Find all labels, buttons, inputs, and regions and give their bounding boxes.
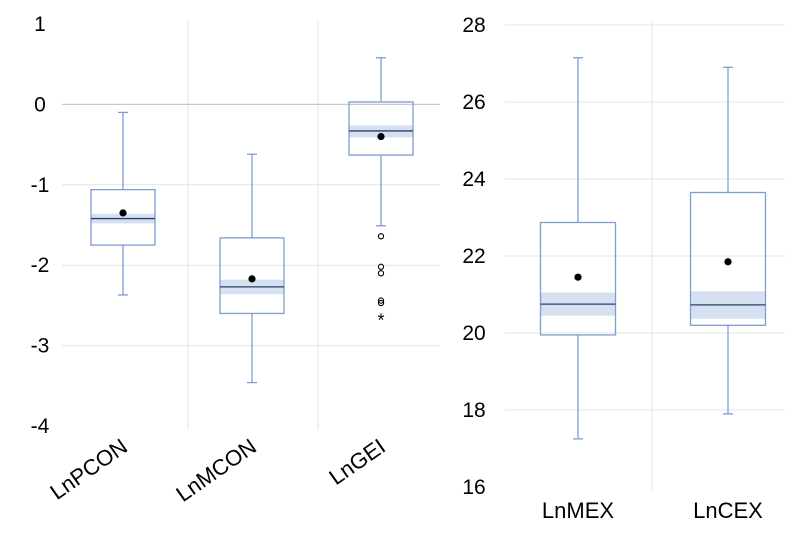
box-lnmex	[539, 57, 617, 440]
outlier-marker	[377, 299, 385, 307]
outlier-marker	[377, 270, 385, 277]
mean-marker	[377, 132, 385, 141]
y-tick-label: -1	[31, 174, 50, 197]
mean-marker	[574, 273, 582, 281]
y-tick-label: 22	[462, 245, 485, 268]
box-lnpcon	[90, 111, 156, 296]
y-tick-label: 0	[34, 93, 46, 116]
outlier-marker	[377, 233, 385, 240]
x-category-label: LnCEX	[693, 498, 763, 523]
x-category-label: LnMEX	[542, 498, 614, 523]
outlier-marker	[377, 297, 385, 304]
y-tick-label: 28	[462, 14, 485, 37]
box-lncex	[689, 66, 767, 415]
mean-marker	[119, 209, 127, 217]
extreme-outlier-marker: *	[377, 310, 384, 330]
y-tick-label: 26	[462, 91, 485, 114]
y-tick-label: 1	[34, 13, 46, 36]
y-tick-label: 16	[462, 476, 485, 499]
x-category-label: LnPCON	[45, 434, 131, 505]
y-tick-label: -2	[31, 254, 50, 277]
x-category-label: LnMCON	[171, 434, 260, 507]
x-category-label: LnGEI	[324, 434, 389, 490]
mean-marker	[248, 275, 256, 283]
y-tick-label: -3	[31, 335, 50, 358]
mean-marker	[724, 258, 732, 266]
boxplot-panel-2: 28 26 24 22 20 18 16 LnMEX LnCEX	[462, 14, 785, 523]
y-tick-label: -4	[31, 415, 50, 438]
box-lngei: *	[348, 57, 414, 330]
y-tick-label: 20	[462, 322, 485, 345]
y-tick-label: 24	[462, 168, 486, 191]
box-lnmcon	[219, 153, 285, 384]
outlier-marker	[377, 263, 385, 270]
y-tick-label: 18	[462, 399, 485, 422]
